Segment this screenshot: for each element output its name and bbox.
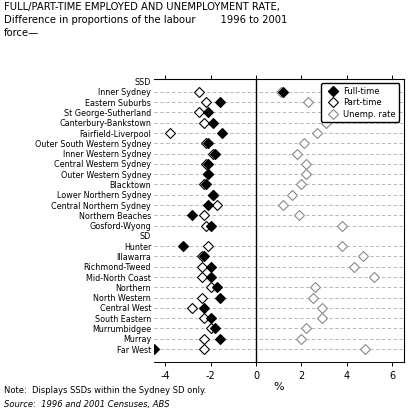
X-axis label: %: % <box>273 382 284 392</box>
Text: Note:  Displays SSDs within the Sydney SD only.: Note: Displays SSDs within the Sydney SD… <box>4 386 206 395</box>
Text: Difference in proportions of the labour        1996 to 2001: Difference in proportions of the labour … <box>4 15 287 25</box>
Text: FULL/PART-TIME EMPLOYED AND UNEMPLOYMENT RATE,: FULL/PART-TIME EMPLOYED AND UNEMPLOYMENT… <box>4 2 280 12</box>
Text: force—: force— <box>4 28 39 38</box>
Legend: Full-time, Part-time, Unemp. rate: Full-time, Part-time, Unemp. rate <box>321 83 399 122</box>
Text: Source:  1996 and 2001 Censuses, ABS: Source: 1996 and 2001 Censuses, ABS <box>4 400 170 409</box>
